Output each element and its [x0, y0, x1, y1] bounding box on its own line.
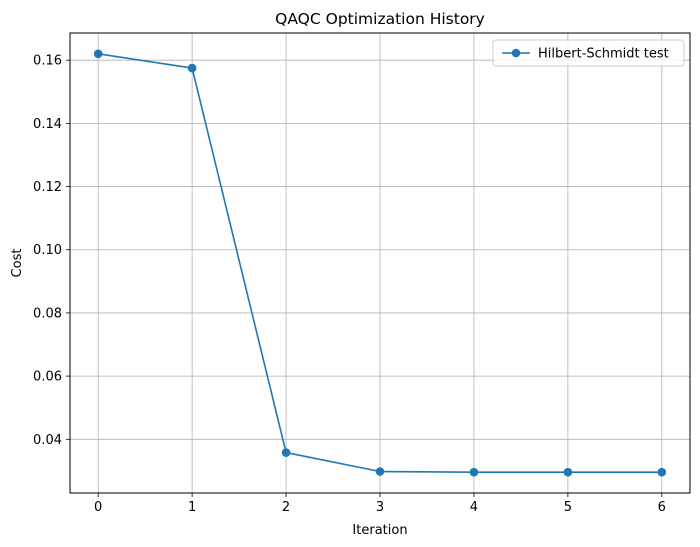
data-point — [657, 467, 667, 477]
data-point — [375, 467, 385, 476]
data-point — [469, 467, 479, 477]
x-tick-label: 6 — [658, 500, 666, 515]
x-tick-label: 2 — [282, 500, 290, 515]
data-point — [187, 63, 197, 73]
x-tick-label: 3 — [376, 500, 384, 515]
legend-label: Hilbert-Schmidt test — [538, 47, 669, 62]
y-axis-ticks: 0.04 0.06 0.08 0.10 0.12 0.14 0.16 — [33, 54, 70, 448]
grid-lines — [70, 33, 690, 493]
chart-title: QAQC Optimization History — [275, 10, 485, 28]
y-tick-label: 0.06 — [33, 370, 62, 385]
x-axis-ticks: 0 1 2 3 4 5 6 — [94, 493, 666, 515]
data-point — [281, 448, 291, 457]
y-tick-label: 0.04 — [33, 433, 62, 448]
y-tick-label: 0.14 — [33, 117, 62, 132]
legend: Hilbert-Schmidt test — [492, 39, 685, 67]
legend-marker-swatch — [511, 48, 521, 58]
x-tick-label: 0 — [94, 500, 102, 515]
y-tick-label: 0.12 — [33, 180, 62, 195]
series-layer — [93, 49, 667, 477]
data-point — [93, 49, 103, 59]
x-tick-label: 5 — [564, 500, 572, 515]
y-tick-label: 0.08 — [33, 306, 62, 321]
data-point — [563, 467, 573, 477]
y-tick-label: 0.10 — [33, 243, 62, 258]
x-tick-label: 1 — [188, 500, 196, 515]
y-tick-label: 0.16 — [33, 54, 62, 69]
x-tick-label: 4 — [470, 500, 478, 515]
y-axis-label: Cost — [10, 249, 25, 278]
legend-box — [492, 39, 685, 67]
x-axis-label: Iteration — [352, 523, 407, 538]
